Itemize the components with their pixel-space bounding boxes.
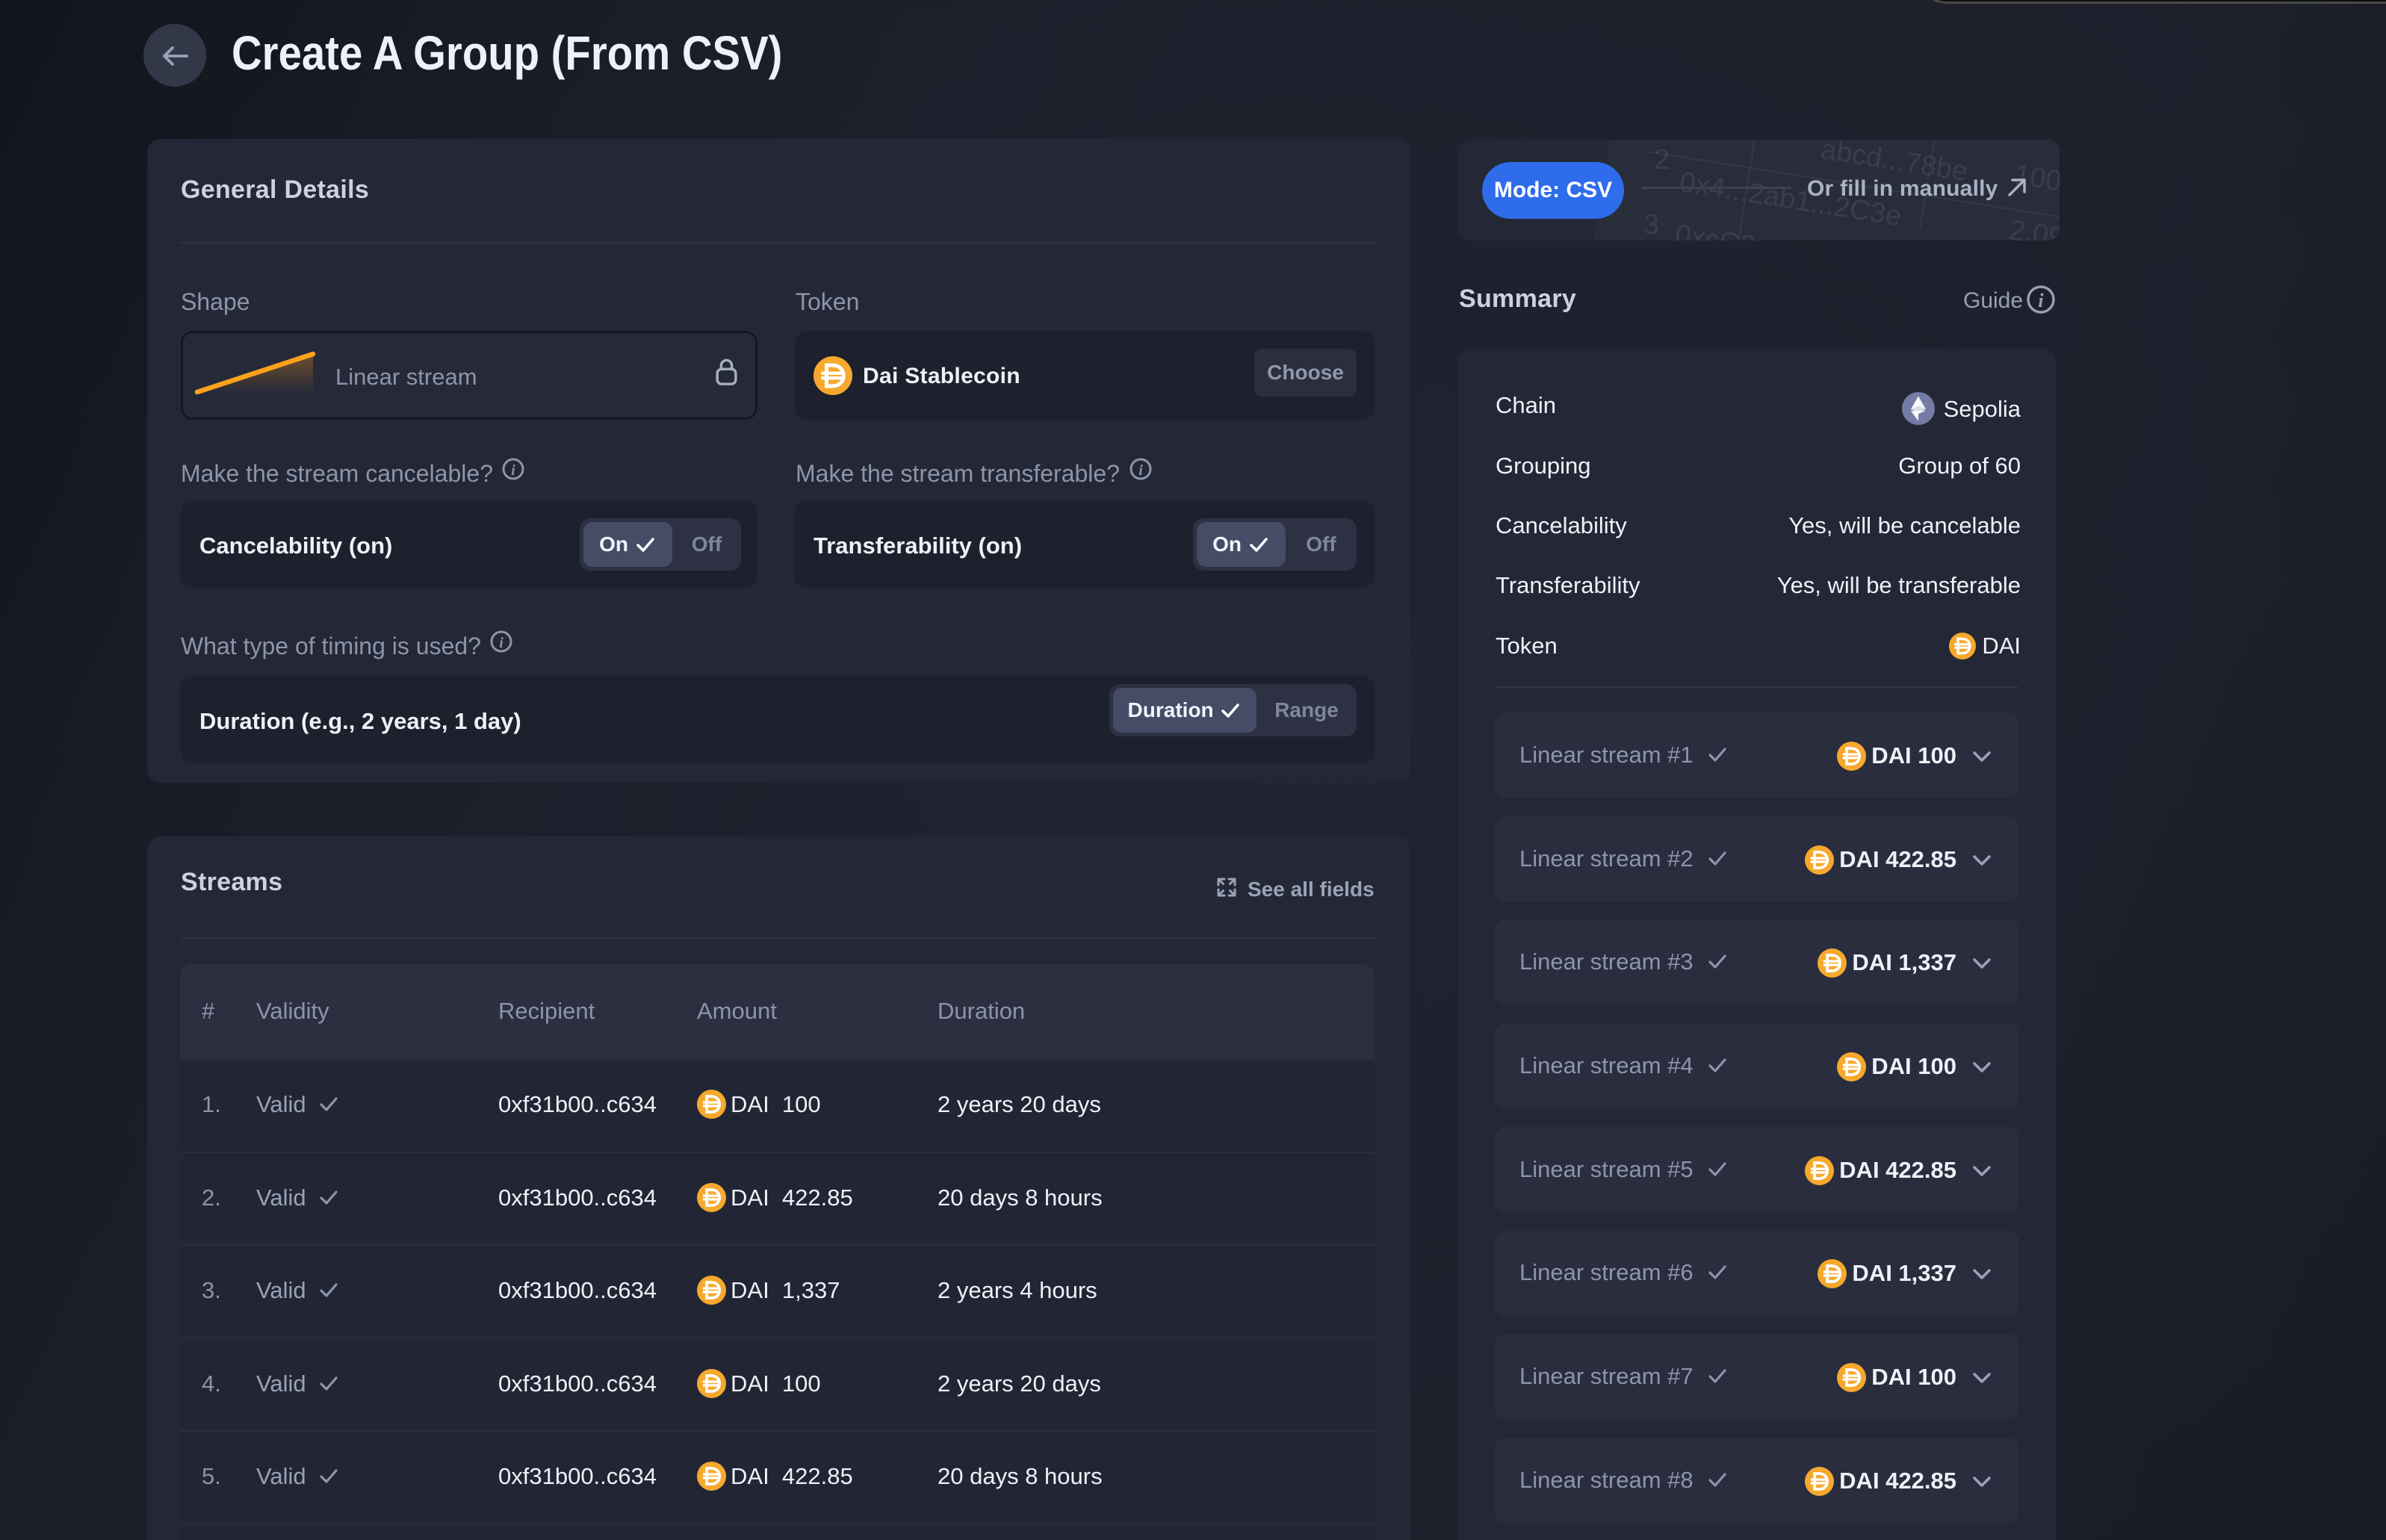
- svg-text:i: i: [1138, 462, 1143, 479]
- svg-text:i: i: [511, 462, 515, 479]
- svg-text:i: i: [2038, 290, 2044, 311]
- svg-text:i: i: [499, 635, 503, 651]
